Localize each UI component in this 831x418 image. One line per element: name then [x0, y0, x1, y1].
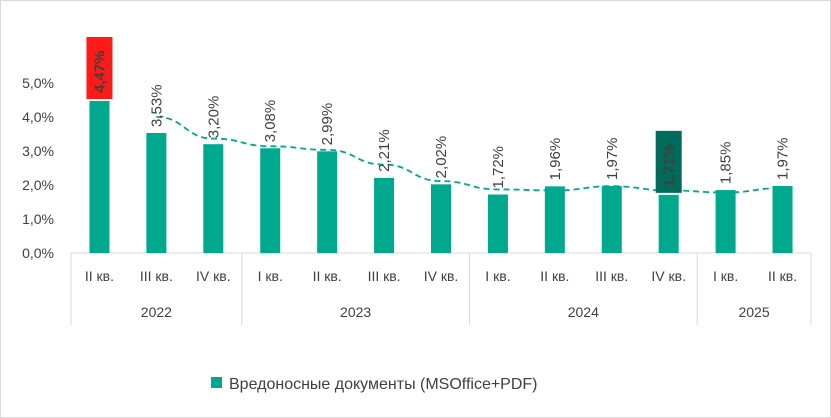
- year-group-label: 2023: [340, 304, 371, 320]
- x-tick-label: II кв.: [85, 268, 114, 284]
- data-label: 1,85%: [718, 142, 735, 185]
- x-tick-label: II кв.: [313, 268, 342, 284]
- highlight-label-box: [86, 37, 113, 100]
- year-group-label: 2024: [568, 304, 599, 320]
- bar: [544, 186, 565, 253]
- y-tick-label: 5,0%: [22, 75, 54, 91]
- bar: [317, 151, 338, 253]
- year-group-label: 2022: [141, 304, 172, 320]
- y-tick-label: 3,0%: [22, 143, 54, 159]
- x-tick-label: I кв.: [485, 268, 510, 284]
- y-tick-label: 4,0%: [22, 109, 54, 125]
- x-tick-label: IV кв.: [196, 268, 231, 284]
- data-label: 1,72%: [490, 146, 507, 189]
- data-label: 2,99%: [319, 103, 336, 146]
- data-label: 4,47%: [91, 50, 108, 93]
- x-tick-label: I кв.: [258, 268, 283, 284]
- data-label: 2,21%: [376, 129, 393, 172]
- bar: [658, 194, 679, 253]
- bar: [146, 132, 167, 253]
- data-label: 3,08%: [262, 100, 279, 143]
- bar: [431, 184, 451, 253]
- y-tick-label: 1,0%: [22, 211, 54, 227]
- data-label: 1,97%: [604, 137, 621, 180]
- legend-swatch: [211, 377, 222, 388]
- bar: [772, 186, 793, 253]
- bar: [89, 101, 110, 254]
- year-group-label: 2025: [738, 304, 769, 320]
- x-tick-label: IV кв.: [424, 268, 459, 284]
- axes: 0,0% 1,0% 2,0% 3,0% 4,0% 5,0% II кв. III кв. IV …: [22, 75, 812, 325]
- trendline: [156, 116, 783, 194]
- highlight-label-box: [655, 130, 682, 193]
- bar: [715, 190, 736, 253]
- legend: Вредоносные документы (MSOffice+PDF): [211, 376, 538, 393]
- x-tick-label: III кв.: [595, 268, 628, 284]
- y-tick-label: 2,0%: [22, 177, 54, 193]
- x-tick-label: I кв.: [713, 268, 738, 284]
- y-tick-label: 0,0%: [22, 245, 54, 261]
- bars: [89, 101, 793, 254]
- data-label: 3,53%: [148, 84, 165, 127]
- data-label: 3,20%: [205, 96, 222, 139]
- data-label: 1,71%: [661, 144, 678, 187]
- bar: [487, 194, 508, 253]
- trendline-group: [156, 116, 783, 194]
- legend-label: Вредоносные документы (MSOffice+PDF): [229, 376, 538, 393]
- x-tick-label: IV кв.: [651, 268, 686, 284]
- data-label: 1,96%: [547, 138, 564, 181]
- x-tick-label: II кв.: [540, 268, 569, 284]
- x-tick-label: II кв.: [768, 268, 797, 284]
- x-tick-label: III кв.: [368, 268, 401, 284]
- bar: [203, 144, 224, 253]
- data-label: 1,97%: [775, 137, 792, 180]
- data-labels: 4,47% 3,53% 3,20% 3,08% 2,99% 2,21% 2,02% 1,72%…: [86, 37, 792, 193]
- bar: [374, 177, 395, 253]
- bar: [260, 148, 281, 253]
- data-label: 2,02%: [433, 136, 450, 179]
- x-tick-label: III кв.: [140, 268, 173, 284]
- bar: [601, 186, 622, 253]
